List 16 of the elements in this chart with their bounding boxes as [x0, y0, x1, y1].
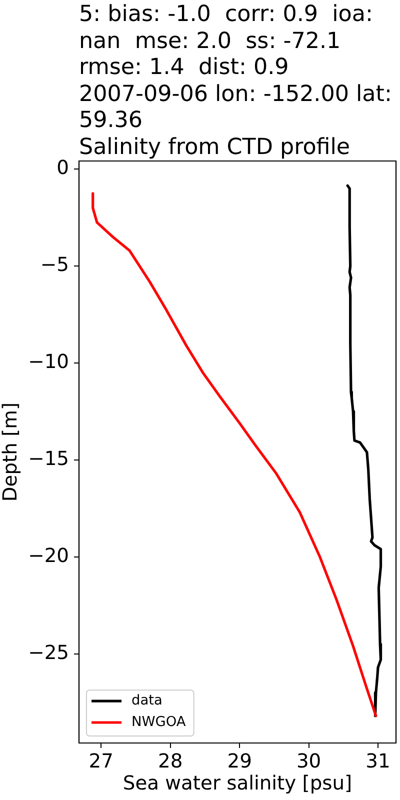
chart-title: 5: bias: -1.0 corr: 0.9 ioa: nan mse: 2.0 ss: -72.1 rmse: 1.4 dist: 0.9 2007-09-06 lon: -152.00 lat: 59.36 Salinity from CTD profile [79, 1, 392, 161]
x-tick-label: 30 [296, 750, 322, 773]
x-axis-title: Sea water salinity [psu] [122, 771, 352, 794]
x-tick-label: 28 [158, 750, 183, 773]
y-tick-label: −15 [28, 446, 69, 470]
y-tick-label: −20 [28, 544, 69, 567]
legend-label: data [132, 692, 162, 709]
x-tick-label: 29 [227, 750, 252, 773]
legend-label: NWGOA [132, 714, 186, 730]
y-tick-label: −5 [40, 253, 69, 276]
y-tick-label: −25 [28, 640, 69, 664]
y-tick-label: 0 [56, 156, 69, 180]
y-axis-title: Depth [m] [0, 402, 22, 502]
y-tick-label: −10 [28, 350, 69, 374]
x-tick-label: 31 [366, 750, 390, 773]
x-tick-label: 27 [88, 750, 114, 773]
